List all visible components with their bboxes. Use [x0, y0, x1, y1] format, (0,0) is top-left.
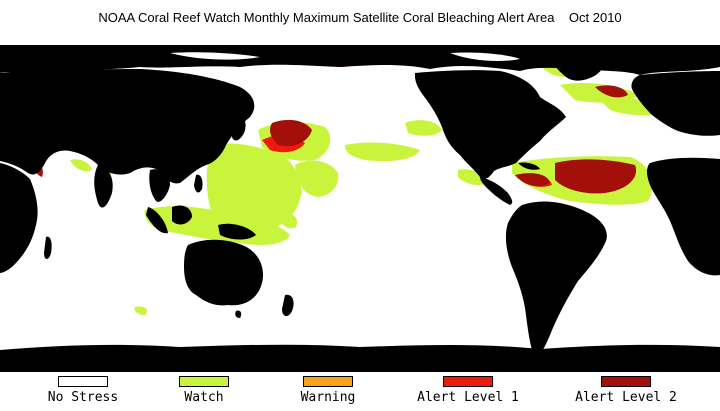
eurasia-landmass: [0, 69, 255, 184]
tasmania-landmass: [235, 310, 242, 318]
arctic-open-water: [170, 52, 520, 61]
indochina-landmass: [149, 169, 170, 202]
africa-east-landmass: [0, 163, 38, 273]
legend-label: Alert Level 1: [417, 390, 519, 405]
north-america-landmass: [414, 70, 566, 179]
legend-label: No Stress: [47, 390, 119, 405]
south-america-landmass: [505, 201, 607, 357]
alert-level-1-swatch: [443, 376, 493, 387]
philippines-landmass: [194, 174, 203, 193]
legend-item-watch: Watch: [134, 376, 274, 405]
greenland-landmass: [545, 45, 615, 81]
legend-item-warning: Warning: [258, 376, 398, 405]
india-landmass: [94, 165, 113, 208]
cuba-landmass: [518, 162, 540, 170]
legend-item-alert-level-1: Alert Level 1: [398, 376, 538, 405]
warning-swatch: [303, 376, 353, 387]
africa-west-landmass: [647, 157, 720, 276]
australia-landmass: [184, 239, 264, 306]
land-masses: [0, 45, 720, 372]
watch-swatch: [179, 376, 229, 387]
madagascar-landmass: [44, 236, 52, 259]
borneo-landmass: [172, 205, 192, 225]
antarctica-landmass: [0, 344, 720, 372]
sumatra-landmass: [146, 207, 168, 234]
legend-label: Watch: [184, 390, 224, 405]
legend-item-no-stress: No Stress: [13, 376, 153, 405]
legend: No Stress Watch Warning Alert Level 1 Al…: [0, 376, 720, 411]
no-stress-swatch: [58, 376, 108, 387]
new-guinea-landmass: [218, 223, 256, 240]
europe-landmass: [631, 71, 720, 136]
bleaching-alert-map: [0, 45, 720, 372]
new-zealand-landmass: [282, 294, 294, 317]
legend-item-alert-level-2: Alert Level 2: [556, 376, 696, 405]
legend-label: Alert Level 2: [575, 390, 677, 405]
alert-level-2-swatch: [601, 376, 651, 387]
central-america-landmass: [480, 177, 513, 205]
legend-label: Warning: [300, 390, 356, 405]
japan-landmass: [231, 116, 246, 141]
map-title: NOAA Coral Reef Watch Monthly Maximum Sa…: [98, 10, 622, 25]
